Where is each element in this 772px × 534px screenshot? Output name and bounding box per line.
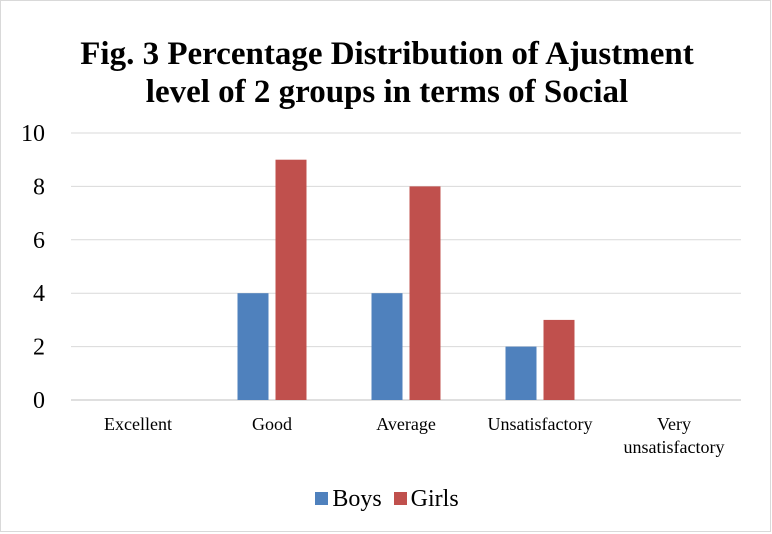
x-tick-label: unsatisfactory — [624, 437, 725, 457]
legend-swatch-girls — [393, 492, 407, 505]
y-tick-label: 4 — [33, 281, 45, 307]
x-tick-label: Unsatisfactory — [488, 414, 593, 434]
y-tick-label: 10 — [21, 121, 45, 147]
chart-title-line-1: Fig. 3 Percentage Distribution of Ajustm… — [80, 36, 694, 72]
bar-girls — [543, 319, 575, 400]
legend-item-girls: Girls — [393, 486, 459, 513]
chart-title-line-2: level of 2 groups in terms of Social — [145, 74, 629, 110]
legend-label-girls: Girls — [410, 486, 459, 512]
legend-item-boys: Boys — [315, 486, 382, 513]
y-tick-label: 8 — [33, 174, 45, 200]
legend-swatch-boys — [315, 492, 329, 505]
bar-boys — [505, 346, 537, 400]
bar-boys — [371, 293, 403, 400]
x-tick-label: Good — [252, 414, 292, 434]
bar-boys — [237, 293, 269, 400]
bar-girls — [275, 159, 307, 400]
y-tick-label: 2 — [33, 335, 45, 361]
chart-title: Fig. 3 Percentage Distribution of Ajustm… — [1, 35, 772, 111]
x-tick-label: Average — [376, 414, 436, 434]
y-tick-label: 0 — [33, 388, 45, 414]
legend-label-boys: Boys — [332, 486, 382, 512]
x-tick-label: Excellent — [104, 414, 172, 434]
x-tick-label: Very — [657, 414, 691, 434]
legend: Boys Girls — [1, 486, 772, 513]
y-tick-label: 6 — [33, 228, 45, 254]
bar-girls — [409, 186, 441, 400]
